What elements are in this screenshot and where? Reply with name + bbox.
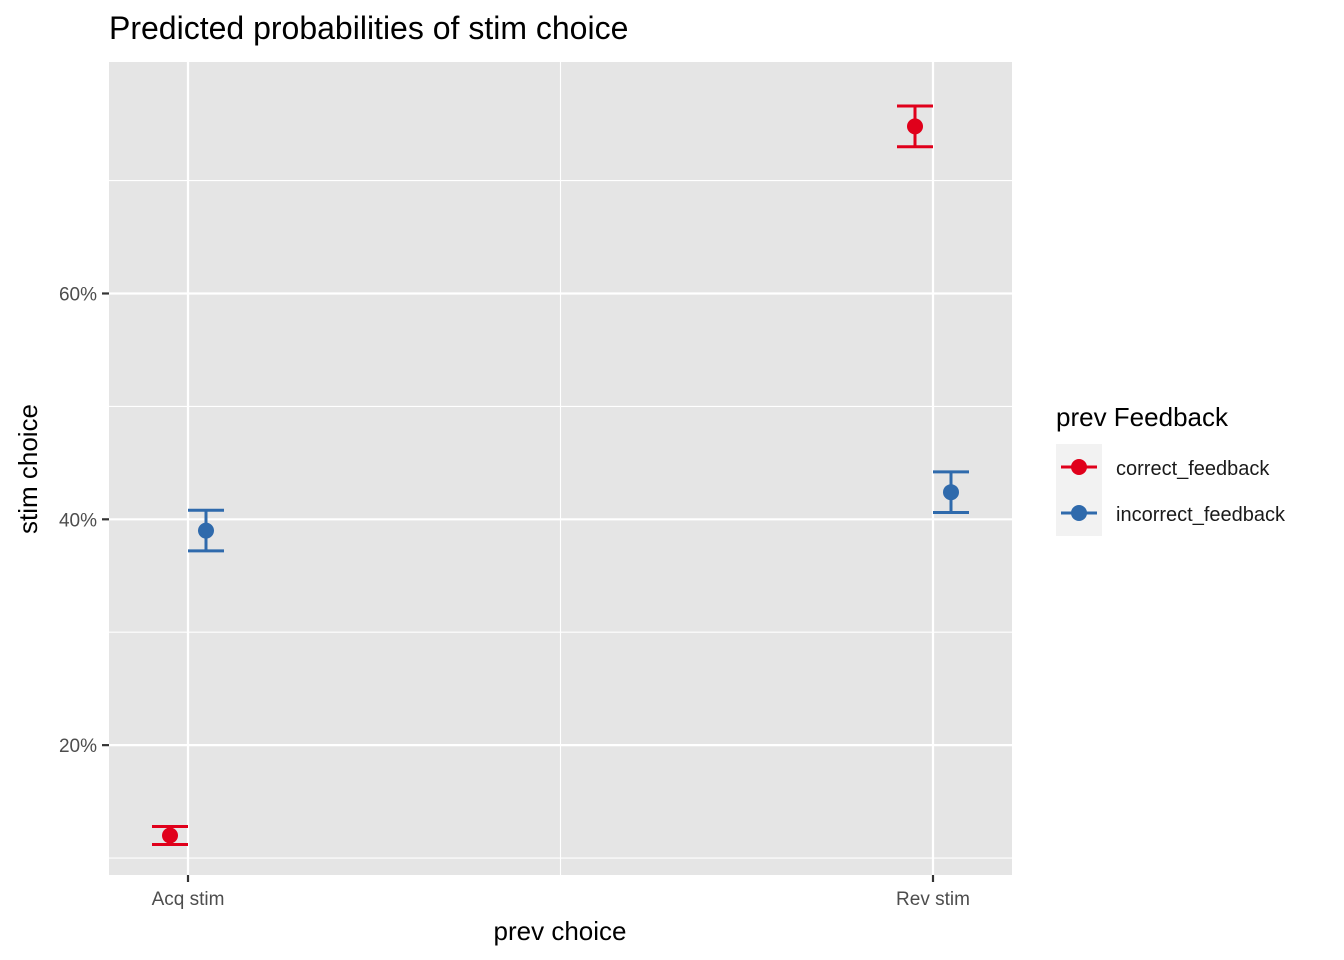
grid-minor bbox=[109, 62, 1012, 875]
legend-label-correct: correct_feedback bbox=[1116, 458, 1270, 480]
grid-major bbox=[109, 62, 1012, 875]
legend-label-incorrect: incorrect_feedback bbox=[1116, 504, 1286, 526]
y-axis-title: stim choice bbox=[13, 404, 43, 534]
y-tick-label: 20% bbox=[59, 736, 97, 757]
legend-key-point-correct_feedback bbox=[1071, 459, 1087, 475]
legend-key-point-incorrect_feedback bbox=[1071, 505, 1087, 521]
point-correct_feedback-1 bbox=[907, 118, 923, 135]
x-tick-label: Acq stim bbox=[152, 889, 225, 910]
legend-title: prev Feedback bbox=[1056, 402, 1229, 432]
x-axis-title: prev choice bbox=[494, 916, 627, 946]
tick-labels: 20% 40% 60% Acq stim Rev stim bbox=[59, 284, 970, 910]
x-tick-label: Rev stim bbox=[896, 889, 970, 910]
y-tick-label: 40% bbox=[59, 510, 97, 531]
chart-marks bbox=[152, 104, 969, 847]
point-incorrect_feedback-1 bbox=[943, 484, 959, 501]
y-tick-label: 60% bbox=[59, 284, 97, 305]
chart-title: Predicted probabilities of stim choice bbox=[109, 10, 628, 46]
axis-ticks bbox=[102, 292, 935, 882]
point-incorrect_feedback-0 bbox=[198, 522, 214, 539]
point-correct_feedback-0 bbox=[162, 827, 178, 844]
legend: prev Feedback correct_feedback incorrect… bbox=[1056, 402, 1286, 536]
